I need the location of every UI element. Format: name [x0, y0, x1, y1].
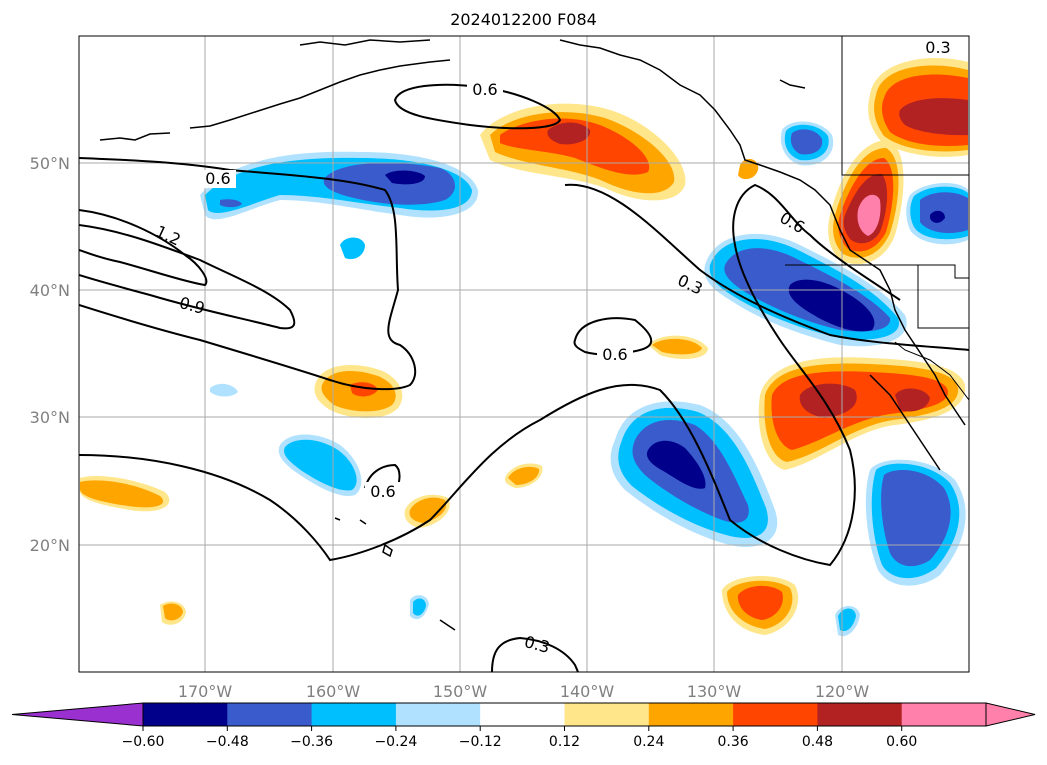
lon-label-140w: 140°W — [560, 682, 615, 701]
colorbar-segment — [311, 703, 397, 726]
contour-label-10: 0.3 — [925, 38, 950, 57]
lon-label-170w: 170°W — [178, 682, 233, 701]
colorbar-segment — [901, 703, 987, 726]
contour-lines — [79, 83, 969, 672]
colorbar-tick-label: 0.48 — [802, 734, 833, 750]
lon-label-120w: 120°W — [815, 682, 870, 701]
gridlines — [79, 36, 969, 672]
lat-label-30n: 30°N — [30, 408, 70, 427]
colorbar-segment — [395, 703, 481, 726]
contour-label-6: 0.6 — [602, 345, 627, 364]
colorbar-tick-label: −0.36 — [290, 734, 333, 750]
map-title: 2024012200 F084 — [450, 10, 597, 29]
colorbar-segment — [480, 703, 565, 726]
map-frame — [78, 35, 970, 673]
lon-label-130w: 130°W — [687, 682, 742, 701]
longitude-labels: 170°W 160°W 150°W 140°W 130°W 120°W — [178, 682, 870, 701]
negative-band-north-west — [200, 151, 479, 220]
colorbar-segment — [648, 703, 734, 726]
colorbar-tick-label: −0.48 — [206, 734, 249, 750]
positive-blob-central — [314, 365, 403, 418]
colorbar-tick-label: 0.36 — [718, 734, 749, 750]
map-area — [79, 36, 969, 672]
colorbar-segment — [564, 703, 650, 726]
colorbar-segment — [817, 703, 903, 726]
colorbar-segment — [143, 703, 228, 726]
contour-label-1: 0.6 — [472, 80, 497, 99]
negative-blob-small-1 — [340, 237, 365, 260]
borders — [785, 36, 969, 401]
colorbar: −0.60 −0.48 −0.36 −0.24 −0.12 0.12 0.24 0.36 0.4… — [11, 702, 1036, 750]
positive-blob-east-30n — [758, 357, 966, 470]
lon-label-150w: 150°W — [433, 682, 488, 701]
colorbar-tick-label: 0.24 — [633, 734, 664, 750]
colorbar-segment — [733, 703, 818, 726]
lon-label-160w: 160°W — [306, 682, 361, 701]
colorbar-tick-label: −0.24 — [374, 734, 417, 750]
lat-label-50n: 50°N — [30, 154, 70, 173]
colorbar-extend-low — [11, 702, 144, 727]
colorbar-tick-label: −0.60 — [122, 734, 165, 750]
colorbar-tick-label: 0.60 — [886, 734, 917, 750]
colorbar-extend-high — [985, 702, 1036, 727]
lat-label-20n: 20°N — [30, 536, 70, 555]
negative-blob-south-east-20n — [865, 459, 966, 586]
coastlines — [99, 39, 966, 631]
positive-blob-north-east — [868, 58, 968, 157]
lat-label-40n: 40°N — [30, 281, 70, 300]
colorbar-tick-label: −0.12 — [459, 734, 502, 750]
colorbar-segment — [227, 703, 313, 726]
colorbar-tick-label: 0.12 — [549, 734, 580, 750]
contour-label-2: 0.6 — [205, 169, 230, 188]
negative-blob-small-2 — [210, 383, 238, 397]
positive-blob-small-ne — [738, 158, 759, 180]
latitude-labels: 50°N 40°N 30°N 20°N — [30, 154, 70, 555]
contour-label-7: 0.6 — [370, 482, 395, 501]
